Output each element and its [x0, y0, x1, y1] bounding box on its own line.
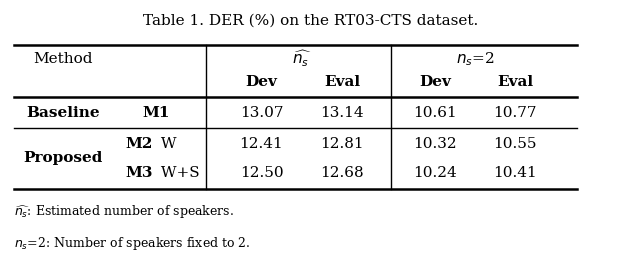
Text: 13.14: 13.14 — [320, 106, 364, 120]
Text: 10.24: 10.24 — [413, 166, 457, 180]
Text: M3: M3 — [126, 166, 153, 180]
Text: 13.07: 13.07 — [239, 106, 283, 120]
Text: Method: Method — [34, 52, 93, 66]
Text: 12.41: 12.41 — [239, 137, 284, 151]
Text: Baseline: Baseline — [27, 106, 100, 120]
Text: 10.32: 10.32 — [413, 137, 457, 151]
Text: $\widehat{n_s}$: $\widehat{n_s}$ — [292, 49, 312, 69]
Text: Eval: Eval — [324, 75, 360, 89]
Text: M2: M2 — [126, 137, 153, 151]
Text: Dev: Dev — [419, 75, 451, 89]
Text: 10.41: 10.41 — [493, 166, 537, 180]
Text: W+S: W+S — [156, 166, 200, 180]
Text: 10.61: 10.61 — [413, 106, 457, 120]
Text: $n_s$=2: $n_s$=2 — [456, 51, 494, 68]
Text: 12.81: 12.81 — [320, 137, 364, 151]
Text: 10.55: 10.55 — [494, 137, 537, 151]
Text: $n_s$=2: Number of speakers fixed to 2.: $n_s$=2: Number of speakers fixed to 2. — [14, 235, 251, 252]
Text: 12.68: 12.68 — [320, 166, 364, 180]
Text: Dev: Dev — [246, 75, 277, 89]
Text: Table 1. DER (%) on the RT03-CTS dataset.: Table 1. DER (%) on the RT03-CTS dataset… — [144, 14, 478, 28]
Text: W: W — [156, 137, 177, 151]
Text: $\widehat{n_s}$: Estimated number of speakers.: $\widehat{n_s}$: Estimated number of spe… — [14, 204, 234, 221]
Text: 12.50: 12.50 — [239, 166, 283, 180]
Text: M1: M1 — [142, 106, 170, 120]
Text: Eval: Eval — [497, 75, 534, 89]
Text: Proposed: Proposed — [24, 151, 103, 165]
Text: 10.77: 10.77 — [494, 106, 537, 120]
